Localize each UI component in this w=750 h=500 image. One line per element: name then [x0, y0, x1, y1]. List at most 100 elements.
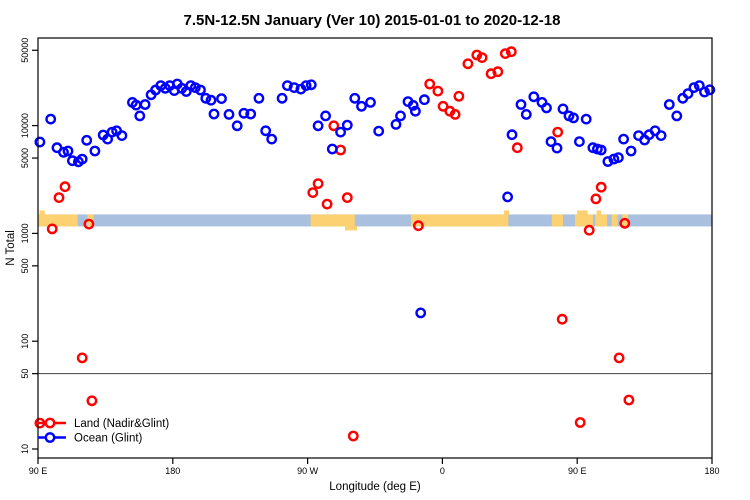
chart-title: 7.5N-12.5N January (Ver 10) 2015-01-01 t…: [184, 12, 561, 29]
data-point-ocean: [288, 82, 300, 94]
y-tick-label: 10: [20, 444, 30, 454]
data-point-ocean: [528, 91, 540, 103]
data-point-ocean: [407, 100, 419, 111]
map-strip-land: [310, 214, 355, 227]
data-point-land: [583, 224, 595, 236]
data-point-land: [312, 178, 324, 190]
data-point-ocean: [89, 145, 101, 157]
x-tick-label: 90 E: [29, 466, 48, 476]
data-point-land: [53, 192, 65, 204]
data-point-land: [347, 430, 359, 442]
data-point-ocean: [216, 93, 227, 105]
data-point-ocean: [139, 99, 151, 110]
x-axis-title: Longitude (deg E): [329, 481, 421, 493]
data-point-ocean: [245, 108, 257, 120]
data-point-ocean: [45, 113, 57, 125]
data-point-ocean: [320, 110, 331, 122]
data-point-land: [412, 220, 424, 232]
map-strip-land: [551, 214, 563, 227]
data-point-ocean: [62, 145, 74, 157]
map-strip-ocean: [38, 214, 712, 227]
data-point-land: [613, 352, 625, 364]
data-point-ocean: [395, 110, 406, 122]
data-point-ocean: [704, 84, 716, 96]
data-point-ocean: [613, 152, 624, 164]
data-point-land: [511, 142, 523, 154]
data-point-land: [86, 395, 98, 407]
data-point-ocean: [238, 107, 250, 119]
data-point-land: [341, 192, 353, 204]
x-tick-label: 180: [165, 466, 180, 476]
data-point-ocean: [223, 109, 235, 120]
data-point-ocean: [76, 153, 88, 165]
data-point-ocean: [663, 99, 675, 110]
x-tick-label: 90 E: [568, 466, 587, 476]
map-strip-land: [410, 214, 509, 227]
chart-legend: Land (Nadir&Glint) Ocean (Glint): [38, 417, 169, 445]
map-strip-land: [611, 214, 618, 227]
map-strip-land: [595, 214, 608, 227]
data-point-land: [492, 66, 504, 78]
data-point-land: [432, 85, 444, 97]
legend-land-marker-icon: [44, 417, 56, 429]
map-strip-land-spill: [596, 210, 602, 215]
data-point-ocean: [655, 130, 667, 142]
x-tick-label: 180: [704, 466, 719, 476]
data-point-ocean: [300, 80, 312, 92]
data-point-ocean: [671, 110, 683, 122]
data-point-ocean: [373, 125, 385, 137]
data-point-ocean: [502, 191, 513, 203]
legend-ocean-marker-icon: [44, 432, 56, 443]
data-point-ocean: [189, 82, 201, 94]
data-point-land: [46, 223, 58, 235]
y-tick-label: 50: [20, 369, 30, 379]
data-point-land: [76, 352, 88, 364]
data-point-land: [556, 313, 568, 325]
data-point-ocean: [34, 136, 46, 148]
data-point-ocean: [625, 145, 637, 157]
data-point-ocean: [418, 94, 430, 106]
plot-border: [37, 37, 713, 459]
data-point-ocean: [568, 112, 579, 124]
y-axis: 10 50 100 500 1000 5000 10000 50000: [20, 38, 38, 454]
data-point-ocean: [326, 143, 338, 155]
data-point-ocean: [415, 307, 427, 319]
data-point-ocean: [260, 125, 272, 137]
data-point-ocean: [266, 133, 278, 145]
data-point-land: [499, 48, 511, 59]
map-strip: [38, 210, 712, 231]
data-point-land: [449, 109, 461, 120]
data-point-land: [590, 193, 602, 205]
map-strip-land-spill: [577, 210, 588, 215]
data-point-ocean: [699, 86, 710, 98]
data-point-ocean: [618, 133, 629, 145]
data-point-ocean: [276, 92, 288, 104]
data-point-ocean: [341, 119, 353, 131]
data-point-ocean: [208, 108, 220, 120]
legend-entry-land: Land (Nadir&Glint): [38, 417, 169, 430]
y-tick-label: 10000: [20, 113, 30, 138]
data-point-ocean: [602, 156, 614, 167]
data-point-ocean: [693, 80, 705, 92]
data-point-land: [307, 187, 319, 199]
data-point-ocean: [134, 110, 146, 122]
data-point-ocean: [682, 88, 694, 100]
data-point-land: [619, 217, 631, 229]
data-point-ocean: [545, 136, 557, 148]
map-strip-land-spill: [503, 210, 510, 215]
y-axis-title: N Total: [5, 230, 17, 266]
data-point-ocean: [231, 120, 243, 132]
data-point-ocean: [515, 99, 527, 110]
data-point-land: [59, 181, 71, 193]
data-point-ocean: [200, 92, 212, 104]
data-point-land: [595, 181, 607, 193]
data-point-land: [471, 49, 483, 61]
data-point-land: [335, 144, 346, 156]
data-point-ocean: [557, 103, 569, 115]
data-point-land: [623, 394, 635, 406]
data-point-ocean: [409, 105, 421, 117]
data-point-ocean: [574, 136, 585, 148]
data-point-land: [453, 90, 465, 102]
